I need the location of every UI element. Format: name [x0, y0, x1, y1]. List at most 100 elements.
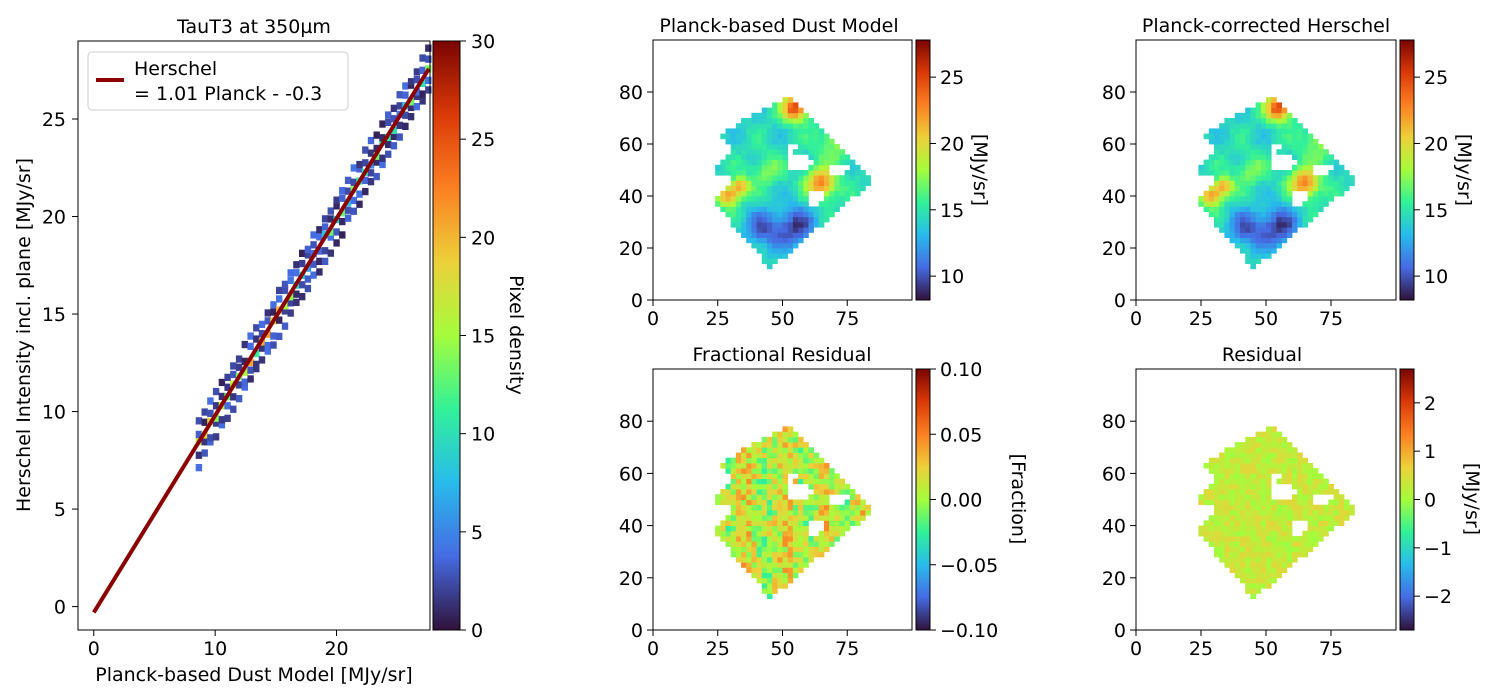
map-pixel [798, 536, 804, 542]
x-tick-label: 50 [1254, 638, 1278, 660]
map-pixel [756, 201, 763, 207]
map-pixel [849, 170, 856, 176]
map-pixel [1292, 222, 1298, 228]
map-pixel [1276, 118, 1282, 124]
map-pixel [1312, 180, 1319, 186]
map-pixel [715, 164, 721, 171]
map-pixel [1245, 489, 1251, 495]
map-pixel [798, 567, 804, 573]
map-pixel [746, 206, 752, 212]
x-tick-label: 25 [1189, 638, 1213, 660]
map-pixel [1260, 253, 1267, 259]
map-pixel [803, 468, 809, 474]
map-pixel [772, 133, 778, 140]
map-pixel [730, 196, 737, 202]
map-pixel [1255, 556, 1262, 563]
map-pixel [1266, 462, 1272, 469]
map-pixel [730, 201, 737, 207]
density-cell [379, 120, 386, 128]
map-pixel [1224, 473, 1230, 480]
map-pixel [766, 242, 773, 249]
map-pixel [1286, 138, 1293, 145]
map-pixel [766, 447, 773, 453]
map-pixel [746, 118, 752, 124]
map-pixel [777, 546, 783, 553]
map-pixel [772, 112, 778, 119]
colorbar-tick-label: 25 [471, 129, 495, 151]
map-pixel [818, 128, 825, 134]
map-pixel [756, 489, 763, 495]
map-pixel [834, 190, 840, 197]
map-pixel [1234, 211, 1241, 218]
map-pixel [1208, 457, 1215, 464]
map-pixel [803, 180, 809, 186]
map-pixel [1250, 242, 1256, 249]
y-tick-label: 80 [1102, 82, 1126, 104]
map-pixel [777, 144, 783, 150]
map-pixel [1286, 128, 1293, 134]
map-pixel [1234, 483, 1241, 490]
map-pixel [1229, 530, 1236, 537]
map-pixel [1266, 473, 1272, 480]
map-pixel [735, 468, 742, 474]
map-pixel [792, 123, 799, 129]
map-pixel [1266, 452, 1272, 459]
map-pixel [860, 509, 866, 516]
map-pixel [844, 525, 851, 532]
map-pixel [1250, 164, 1256, 171]
map-pixel [772, 232, 778, 238]
map-pixel [751, 536, 757, 542]
map-pixel [787, 133, 794, 140]
density-cell [419, 79, 426, 88]
map-pixel [1229, 520, 1236, 526]
density-cell [195, 464, 203, 472]
map-pixel [772, 149, 778, 155]
map-pixel [1266, 583, 1272, 589]
map-pixel [730, 190, 737, 197]
map-pixel [1286, 170, 1293, 176]
map-pixel [1318, 149, 1324, 155]
map-pixel [1255, 431, 1262, 438]
map-pixel [782, 525, 789, 532]
map-pixel [823, 206, 830, 212]
map-pixel [761, 253, 768, 259]
map-pixel [803, 562, 809, 568]
map-pixel [844, 509, 851, 516]
map-pixel [761, 237, 768, 244]
map-pixel [1245, 483, 1251, 490]
map-pixel [741, 170, 747, 176]
map-pixel [1240, 164, 1246, 171]
map-pixel [746, 562, 752, 568]
map-pixel [1266, 133, 1272, 140]
map-pixel [1234, 457, 1241, 464]
map-pixel [746, 546, 752, 553]
map-pixel [1318, 530, 1324, 537]
map-image [715, 97, 871, 270]
colorbar-tick-label: 0.00 [940, 490, 982, 512]
map-pixel [813, 211, 820, 218]
map-pixel [1208, 154, 1215, 160]
map-pixel [756, 190, 763, 197]
map-pixel [751, 118, 757, 124]
map-pixel [1328, 515, 1334, 521]
map-pixel [829, 175, 835, 181]
map-pixel [725, 133, 732, 140]
density-cell [293, 269, 300, 277]
map-pixel [1240, 154, 1246, 160]
map-pixel [1234, 118, 1241, 124]
map-pixel [1255, 128, 1262, 134]
map-pixel [808, 452, 814, 459]
map-pixel [761, 196, 768, 202]
map-pixel [766, 536, 773, 542]
map-pixel [1271, 227, 1277, 233]
map-pixel [766, 483, 773, 490]
map-pixel [735, 551, 742, 558]
map-pixel [756, 478, 763, 485]
map-pixel [787, 237, 794, 244]
map-pixel [1260, 509, 1267, 516]
map-pixel [1260, 504, 1267, 511]
map-pixel [1307, 180, 1314, 186]
density-cell [304, 251, 312, 259]
density-cell [264, 347, 271, 355]
